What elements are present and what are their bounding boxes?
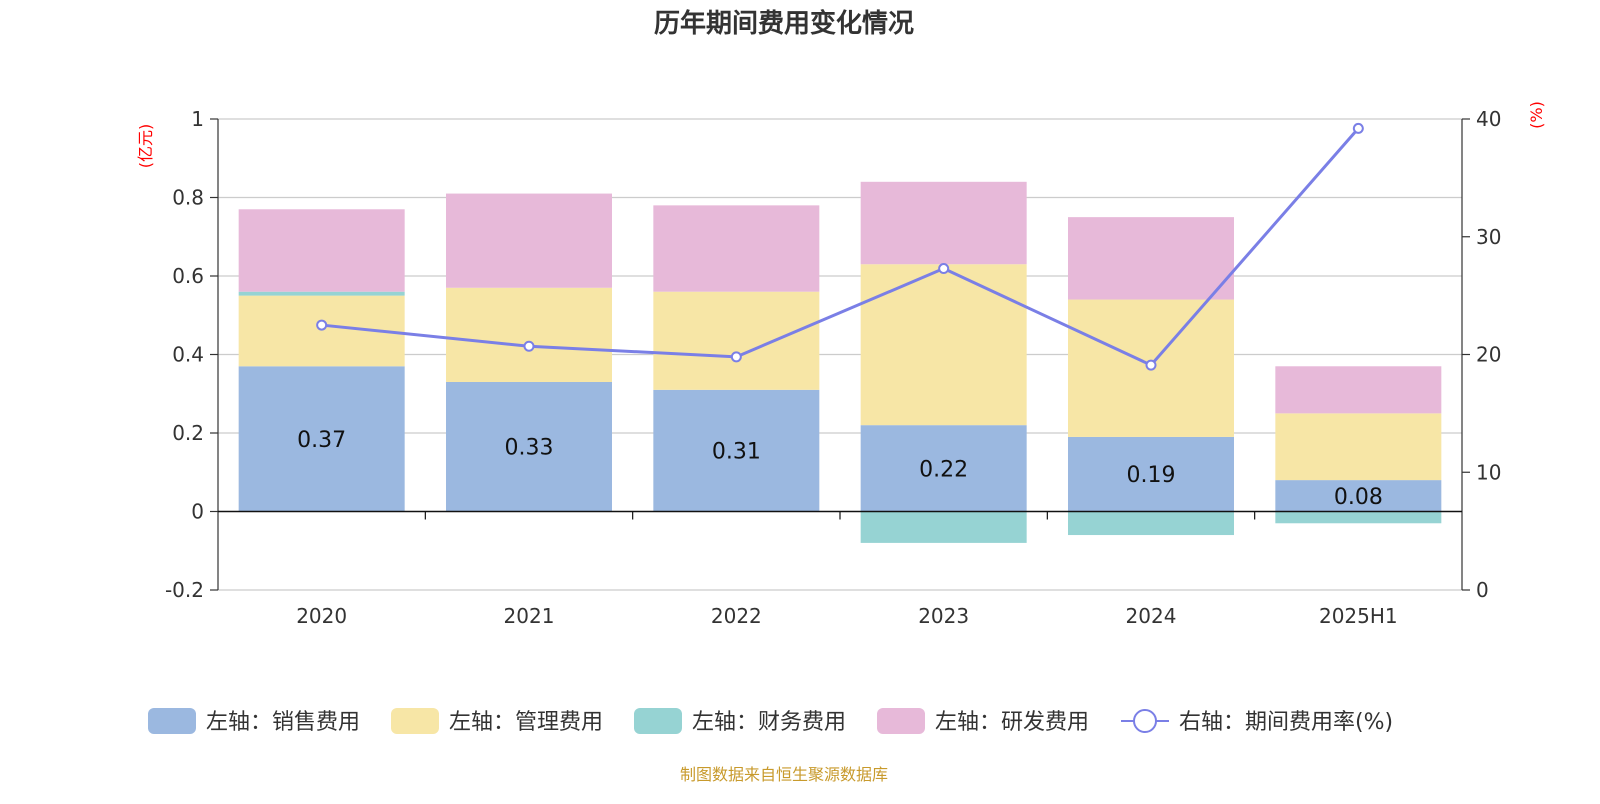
right-axis-tick-label: 10 bbox=[1476, 460, 1501, 484]
bar-segment bbox=[653, 205, 820, 292]
left-axis-tick-label: 0.8 bbox=[172, 186, 204, 210]
x-axis-tick-label: 2020 bbox=[296, 604, 347, 628]
rate-point bbox=[1145, 359, 1157, 371]
bar-segment bbox=[860, 425, 1027, 512]
bar-segment bbox=[238, 366, 405, 512]
bar-segment bbox=[446, 287, 612, 382]
legend-swatch bbox=[391, 708, 439, 734]
rate-point bbox=[938, 263, 950, 275]
legend-label: 右轴：期间费用率(%) bbox=[1179, 710, 1393, 735]
bar-segment bbox=[860, 264, 1027, 426]
legend-swatch bbox=[877, 708, 925, 734]
gridlines bbox=[218, 118, 1462, 591]
left-axis-tick-label: 0.2 bbox=[172, 421, 204, 445]
source-note: 制图数据来自恒生聚源数据库 bbox=[680, 765, 888, 784]
bar-segment bbox=[860, 511, 1027, 543]
right-axis-tick-label: 20 bbox=[1476, 343, 1501, 367]
chart-title: 历年期间费用变化情况 bbox=[654, 8, 914, 39]
legend-label: 左轴：销售费用 bbox=[206, 710, 360, 735]
bar-segment bbox=[1275, 480, 1442, 512]
x-axis-tick-label: 2023 bbox=[918, 604, 969, 628]
right-axis-tick-label: 40 bbox=[1476, 107, 1501, 131]
right-axis-tick-label: 0 bbox=[1476, 578, 1489, 602]
bar-segment bbox=[1275, 413, 1442, 481]
bar-segment bbox=[653, 389, 820, 512]
x-axis-tick-label: 2022 bbox=[711, 604, 762, 628]
bar-segment bbox=[238, 209, 405, 292]
bar-segment bbox=[446, 381, 612, 512]
data-label: 0.37 bbox=[297, 428, 346, 453]
legend-swatch bbox=[634, 708, 682, 734]
bar-segment bbox=[1275, 511, 1442, 524]
x-axis-tick-label: 2025H1 bbox=[1319, 604, 1398, 628]
rate-point bbox=[1352, 122, 1364, 134]
bar-labels: 0.37 0.33 0.31 0.22 0.19 0.08 bbox=[297, 428, 1383, 510]
left-axis-unit: (亿元) bbox=[136, 124, 155, 169]
data-label: 0.33 bbox=[505, 436, 554, 461]
bar-segment bbox=[238, 291, 405, 296]
bar-segment bbox=[653, 291, 820, 390]
bar-segment bbox=[1068, 511, 1234, 536]
legend-swatch-marker bbox=[1133, 709, 1157, 733]
left-axis-tick-label: -0.2 bbox=[165, 578, 204, 602]
left-axis-tick-label: 0.4 bbox=[172, 343, 204, 367]
rate-line bbox=[316, 122, 1364, 371]
bar-segment bbox=[1068, 217, 1234, 300]
axes: 1 0.8 0.6 0.4 0.2 0 -0.2 40 30 20 10 0 2020 2021 2022 2… bbox=[165, 107, 1501, 628]
left-axis-tick-label: 0.6 bbox=[172, 264, 204, 288]
bar-segment bbox=[860, 181, 1027, 265]
right-axis-unit: (%) bbox=[1527, 101, 1546, 129]
legend-swatch bbox=[148, 708, 196, 734]
x-axis-tick-label: 2024 bbox=[1126, 604, 1177, 628]
bar-segment bbox=[1275, 366, 1442, 414]
data-label: 0.22 bbox=[919, 457, 968, 482]
bar-segment bbox=[1068, 436, 1234, 512]
legend-label: 左轴：财务费用 bbox=[692, 710, 846, 735]
rate-point bbox=[730, 351, 742, 363]
left-axis-tick-label: 1 bbox=[191, 107, 204, 131]
rate-line-path bbox=[321, 127, 1360, 367]
bars bbox=[238, 181, 1442, 543]
data-label: 0.19 bbox=[1127, 463, 1176, 488]
rate-point bbox=[316, 319, 328, 331]
x-axis-tick-label: 2021 bbox=[504, 604, 555, 628]
rate-point bbox=[523, 340, 535, 352]
left-axis-tick-label: 0 bbox=[191, 500, 204, 524]
right-axis-tick-label: 30 bbox=[1476, 225, 1501, 249]
legend: 左轴：销售费用 左轴：管理费用 左轴：财务费用 左轴：研发费用 右轴：期间费用率(%) bbox=[148, 708, 1393, 735]
legend-label: 左轴：研发费用 bbox=[935, 710, 1089, 735]
data-label: 0.31 bbox=[712, 440, 761, 465]
data-label: 0.08 bbox=[1334, 485, 1383, 510]
legend-label: 左轴：管理费用 bbox=[449, 710, 603, 735]
bar-segment bbox=[446, 193, 612, 288]
